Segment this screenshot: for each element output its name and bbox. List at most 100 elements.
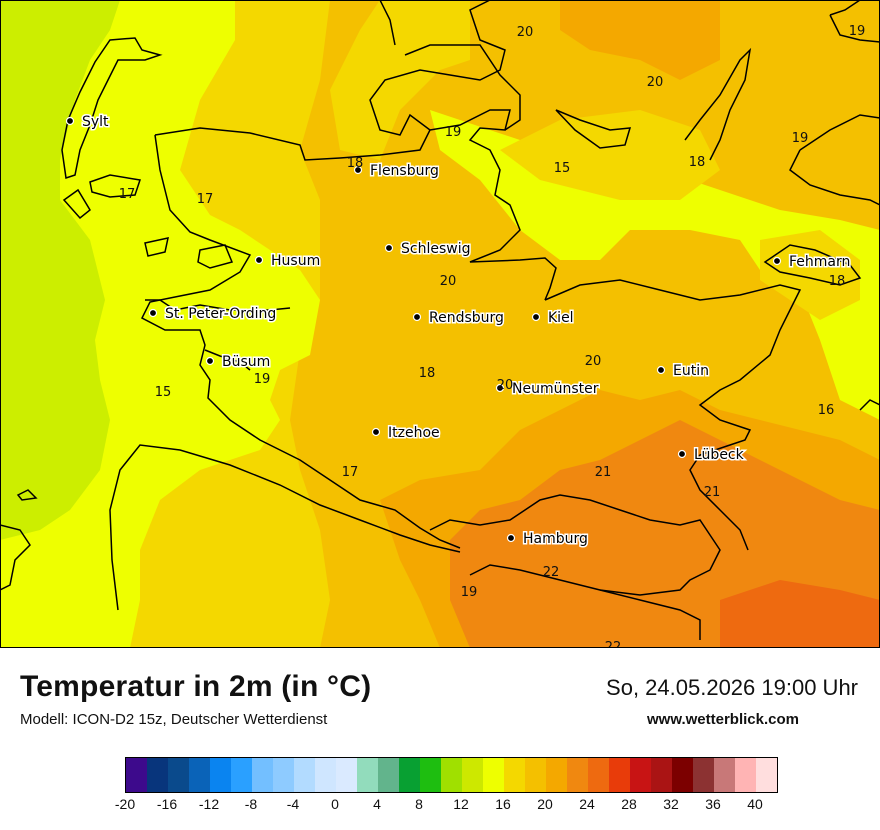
coastline-north-top xyxy=(379,0,396,46)
city-neum-nster[interactable]: Neumünster xyxy=(495,380,600,399)
temperature-value-label: 20 xyxy=(440,274,457,289)
temperature-value-label: 19 xyxy=(849,24,866,39)
legend-swatch xyxy=(714,758,735,792)
temperature-value-label: 15 xyxy=(554,161,571,176)
city-schleswig[interactable]: Schleswig xyxy=(384,240,472,259)
city-st-peter-ording[interactable]: St. Peter-Ording xyxy=(148,305,278,324)
temperature-value-label: 17 xyxy=(119,187,136,202)
coastline-baltic-kiel xyxy=(544,279,802,551)
coastline-island-busum xyxy=(16,489,38,501)
city-label: St. Peter-Ording xyxy=(165,306,276,322)
city-label: Hamburg xyxy=(523,531,588,547)
temperature-value-label: 17 xyxy=(197,192,214,207)
legend-tick-label: 36 xyxy=(705,796,721,812)
city-sylt[interactable]: Sylt xyxy=(65,113,111,132)
city-dot xyxy=(531,312,541,322)
legend-swatch xyxy=(357,758,378,792)
coastline-island-1 xyxy=(89,174,141,198)
city-flensburg[interactable]: Flensburg xyxy=(353,162,440,181)
field-20-north xyxy=(560,0,720,80)
website-link[interactable]: www.wetterblick.com xyxy=(647,711,799,728)
city-label: Flensburg xyxy=(370,163,439,179)
temperature-value-label: 18 xyxy=(419,366,436,381)
legend-swatch xyxy=(315,758,336,792)
coastline-baltic-inner xyxy=(404,44,521,131)
legend-tick-label: 0 xyxy=(331,796,339,812)
temperature-value-label: 20 xyxy=(497,378,514,393)
map-svg: Sylt Flensburg Schleswig Husum Fehmarn St. Pe… xyxy=(0,0,880,648)
coastline-southwest xyxy=(0,524,31,591)
field-16-baltic xyxy=(430,110,880,420)
city-markers: Sylt Flensburg Schleswig Husum Fehmarn St. Pe… xyxy=(65,113,852,549)
legend-swatch xyxy=(567,758,588,792)
border-south-2 xyxy=(599,589,701,640)
temperature-value-label: 17 xyxy=(342,465,359,480)
legend-tick-label: -8 xyxy=(244,796,258,812)
city-label: Kiel xyxy=(548,310,574,326)
city-dot xyxy=(772,256,782,266)
city-fehmarn[interactable]: Fehmarn xyxy=(772,253,852,272)
city-dot xyxy=(65,116,75,126)
legend-tick-label: 16 xyxy=(495,796,511,812)
city-dot xyxy=(371,427,381,437)
legend-tick-label: 28 xyxy=(621,796,637,812)
city-dot xyxy=(353,165,363,175)
city-hamburg[interactable]: Hamburg xyxy=(506,530,589,549)
legend-swatch xyxy=(420,758,441,792)
city-b-sum[interactable]: Büsum xyxy=(205,353,272,372)
city-label: Fehmarn xyxy=(789,254,850,270)
border-south xyxy=(429,494,721,596)
temperature-value-label: 18 xyxy=(829,274,846,289)
legend-tick-label: -12 xyxy=(198,796,220,812)
legend-tick-labels: -20 -16 -12 -8 -4 0 4 8 12 16 20 24 28 32 36 40 xyxy=(110,796,770,816)
legend-swatch xyxy=(294,758,315,792)
legend-swatch xyxy=(441,758,462,792)
city-dot xyxy=(495,383,505,393)
city-label: Büsum xyxy=(222,354,270,370)
model-source: Modell: ICON-D2 15z, Deutscher Wetterdie… xyxy=(20,711,328,728)
coastline-top-right xyxy=(829,0,880,43)
legend-swatch xyxy=(693,758,714,792)
legend-tick-label: 40 xyxy=(747,796,763,812)
temperature-labels: 20 19 20 19 19 18 18 15 17 17 20 18 20 18 19 20 15 16 17 21… xyxy=(119,24,866,648)
coastline-island-3 xyxy=(144,237,169,257)
coastline-west xyxy=(140,134,461,549)
legend-tick-label: -4 xyxy=(286,796,300,812)
city-eutin[interactable]: Eutin xyxy=(656,362,710,381)
legend-swatch xyxy=(336,758,357,792)
legend-swatch xyxy=(672,758,693,792)
legend-swatch xyxy=(630,758,651,792)
temperature-value-label: 19 xyxy=(461,585,478,600)
legend-swatch xyxy=(756,758,777,792)
coastline-island-2 xyxy=(62,188,91,220)
city-husum[interactable]: Husum xyxy=(254,252,322,271)
coastline-flensburg-fjord xyxy=(429,109,557,301)
temperature-map: Sylt Flensburg Schleswig Husum Fehmarn St. Pe… xyxy=(0,0,880,648)
temperature-value-label: 15 xyxy=(155,385,172,400)
city-kiel[interactable]: Kiel xyxy=(531,309,575,328)
temperature-value-label: 19 xyxy=(445,125,462,140)
legend-tick-label: 8 xyxy=(415,796,423,812)
temperature-value-label: 18 xyxy=(689,155,706,170)
city-label: Sylt xyxy=(82,114,109,130)
legend-swatch xyxy=(231,758,252,792)
legend-swatch xyxy=(168,758,189,792)
city-dot xyxy=(254,255,264,265)
city-label: Lübeck xyxy=(694,447,745,463)
temperature-value-label: 16 xyxy=(818,403,835,418)
legend-swatch xyxy=(609,758,630,792)
legend-swatch xyxy=(399,758,420,792)
city-l-beck[interactable]: Lübeck xyxy=(677,446,746,465)
legend-tick-label: 4 xyxy=(373,796,381,812)
city-rendsburg[interactable]: Rendsburg xyxy=(412,309,505,328)
coastline-busum xyxy=(204,349,251,371)
legend-swatch xyxy=(735,758,756,792)
legend-swatch xyxy=(525,758,546,792)
city-dot xyxy=(506,533,516,543)
city-itzehoe[interactable]: Itzehoe xyxy=(371,424,441,443)
legend-tick-label: 20 xyxy=(537,796,553,812)
field-14-sea xyxy=(0,0,120,540)
legend-swatch xyxy=(252,758,273,792)
legend-tick-label: 32 xyxy=(663,796,679,812)
